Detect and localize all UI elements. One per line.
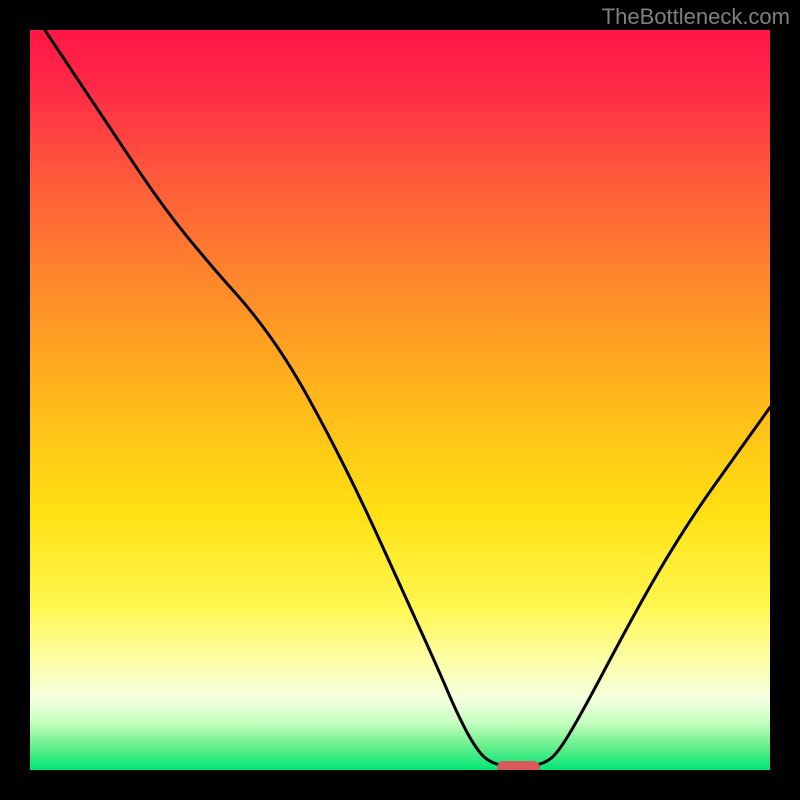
watermark-text: TheBottleneck.com [602, 4, 790, 30]
bottleneck-curve-path [45, 30, 770, 767]
chart-container: TheBottleneck.com [0, 0, 800, 800]
plot-area [30, 30, 770, 770]
optimum-marker [497, 761, 540, 770]
bottleneck-curve [30, 30, 770, 770]
